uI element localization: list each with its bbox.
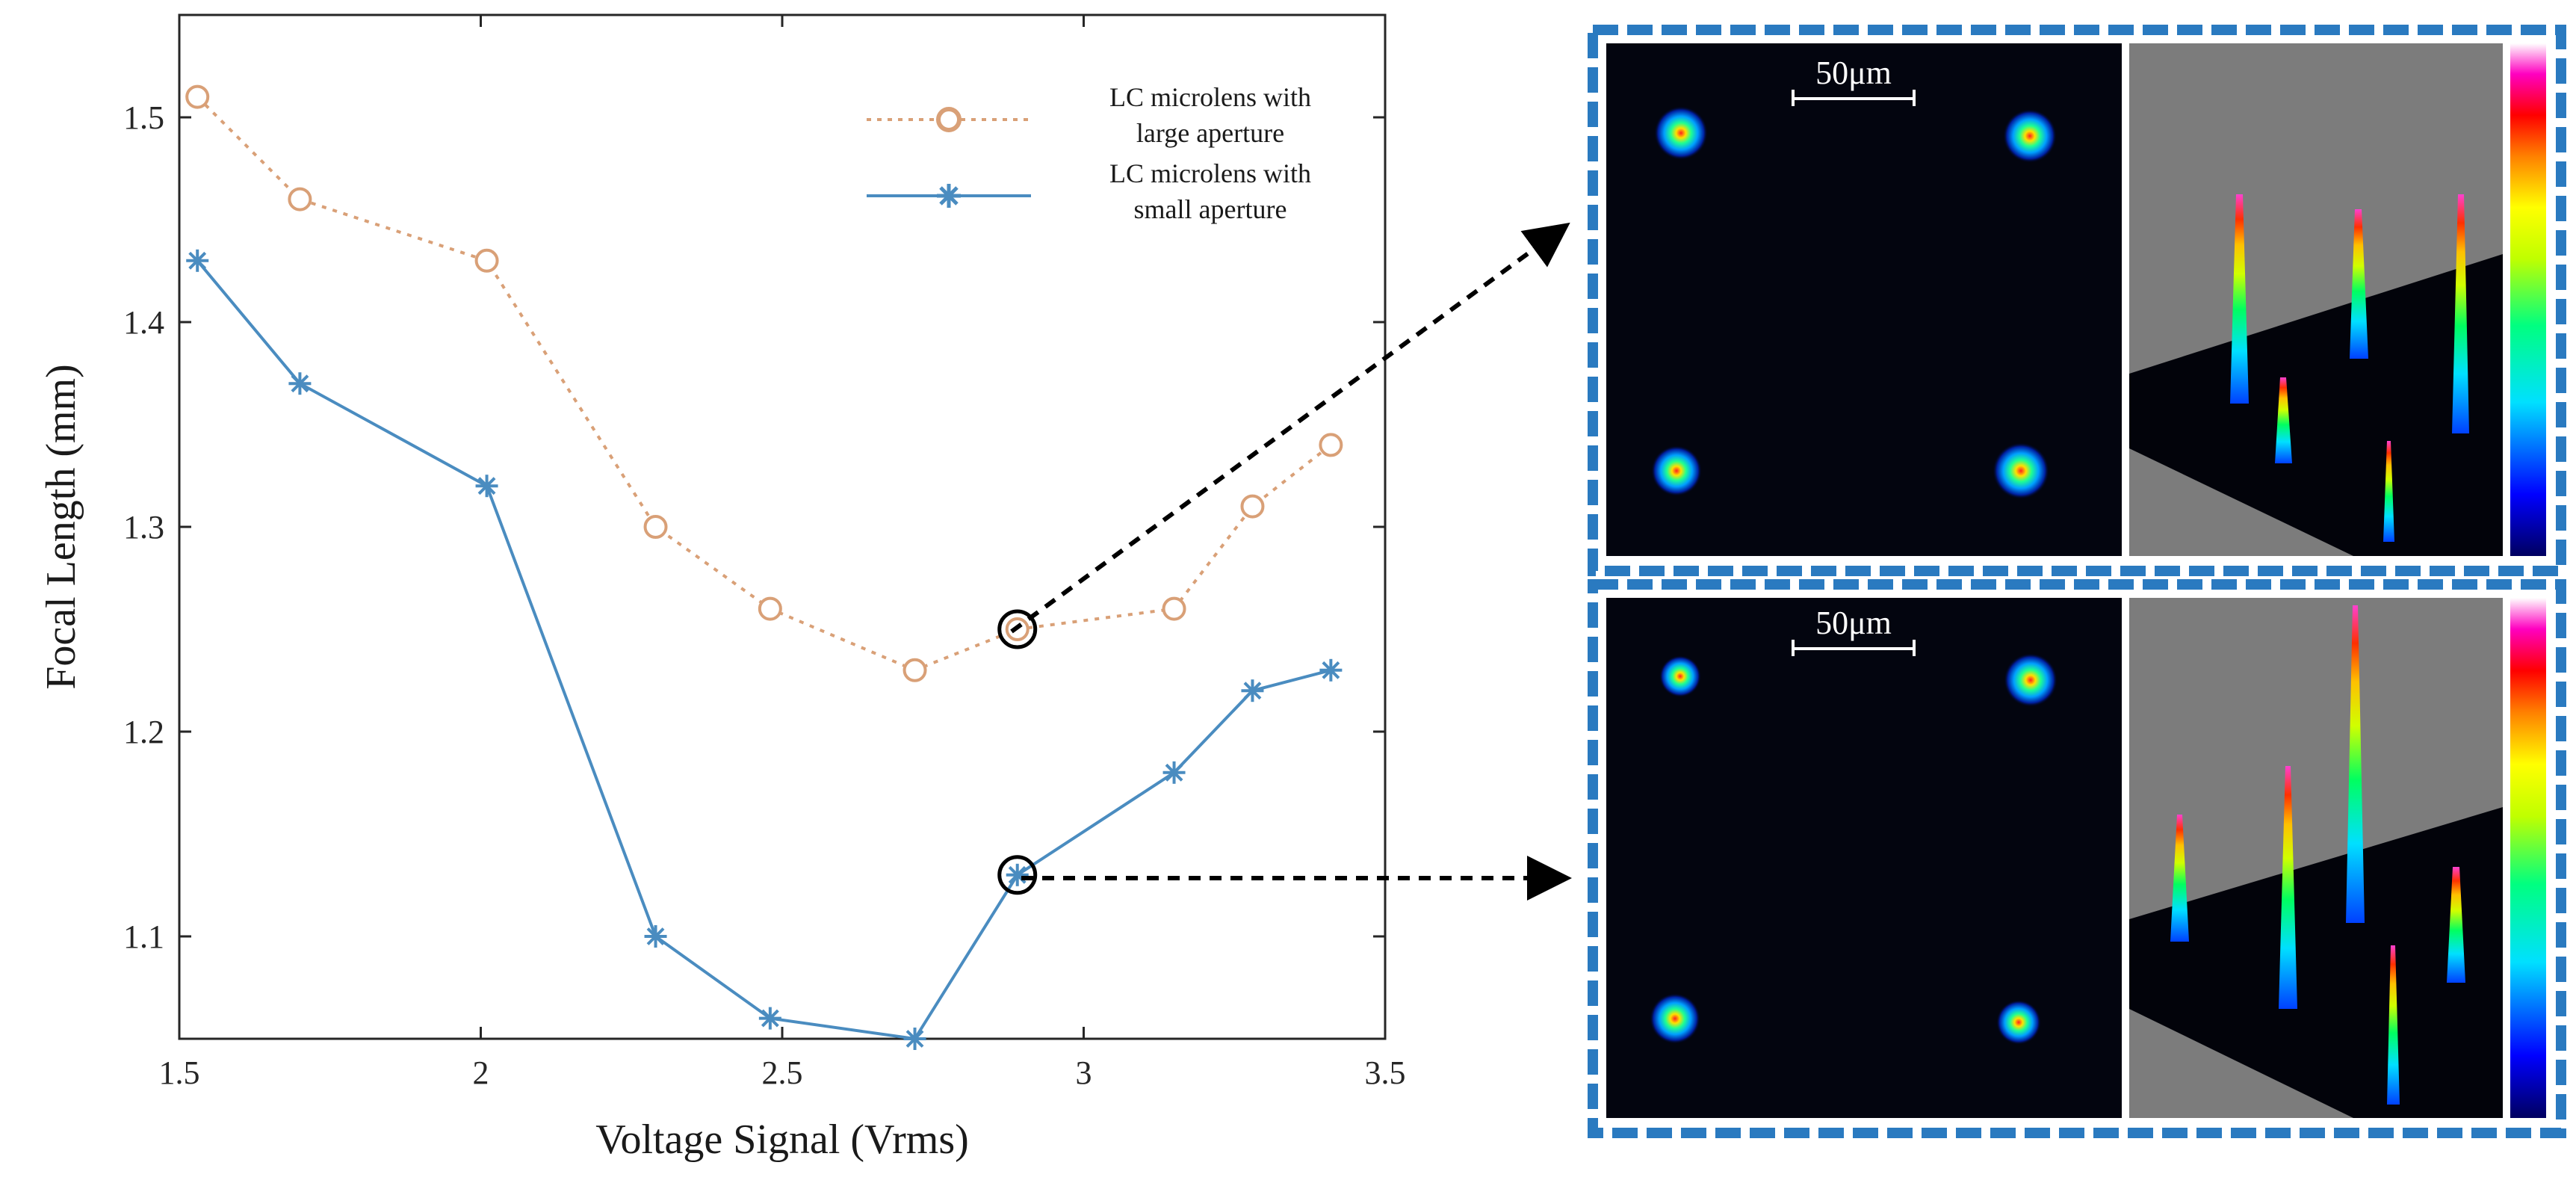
scale-bar-label-top: 50μm [1815, 55, 1892, 91]
y-tick-label: 1.1 [123, 918, 164, 955]
inset-bottom-peaks [2170, 605, 2465, 1105]
legend-marker-small [937, 184, 961, 208]
x-tick-label: 1.5 [159, 1054, 200, 1091]
inset-bottom-focal-spots [1650, 653, 2058, 1045]
scale-bar-bottom [1792, 640, 1916, 656]
x-tick-label: 2.5 [762, 1054, 803, 1091]
data-point-small-aperture [644, 925, 667, 948]
data-point-large-aperture [1162, 596, 1186, 621]
highlight-ring-top [997, 609, 1038, 649]
series-line-large-aperture [196, 96, 1332, 672]
axis-ticks [178, 15, 1387, 1039]
inset-bottom: 50μm [1588, 579, 2566, 1138]
series-layer [185, 84, 1343, 1050]
arrow-to-top-panel [1010, 222, 1570, 634]
legend-label-small-line2: small aperture [1134, 194, 1287, 224]
data-point-large-aperture [643, 515, 668, 539]
data-point-small-aperture [475, 475, 498, 498]
inset-bottom-colorbar [2510, 598, 2546, 1118]
data-point-small-aperture [288, 372, 312, 395]
legend-label-small-line1: LC microlens with [1109, 158, 1311, 188]
data-point-large-aperture [185, 84, 210, 109]
data-point-small-aperture [1241, 679, 1264, 702]
inset-bottom-3d-plane [2129, 807, 2503, 1118]
data-point-large-aperture [474, 248, 499, 273]
y-axis-label: Focal Length (mm) [38, 364, 84, 689]
data-point-large-aperture [902, 658, 927, 682]
x-tick-label: 2 [473, 1054, 489, 1091]
legend-marker-large [936, 107, 962, 132]
inset-top-focal-spots [1651, 106, 2057, 499]
data-point-small-aperture [1162, 761, 1186, 784]
scale-bar-top [1792, 90, 1916, 106]
data-point-large-aperture [758, 596, 782, 621]
data-point-large-aperture [1240, 494, 1265, 519]
y-tick-label: 1.3 [123, 509, 164, 546]
y-tick-label: 1.5 [123, 99, 164, 136]
inset-top: 50μm [1588, 25, 2566, 576]
legend-label-large-line1: LC microlens with [1109, 82, 1311, 112]
data-point-small-aperture [1319, 658, 1343, 682]
highlight-layer [997, 609, 1038, 895]
y-tick-labels: 1.1 1.2 1.3 1.4 1.5 [123, 99, 164, 955]
y-tick-label: 1.4 [123, 304, 164, 341]
x-axis-label: Voltage Signal (Vrms) [595, 1116, 969, 1163]
data-point-large-aperture [288, 187, 312, 211]
highlight-ring-bottom [997, 855, 1038, 895]
inset-top-colorbar [2510, 43, 2546, 556]
x-tick-labels: 1.5 2 2.5 3 3.5 [159, 1054, 1406, 1091]
inset-top-peaks [2230, 194, 2469, 542]
series-line-small-aperture [196, 259, 1331, 1041]
data-point-small-aperture [1006, 863, 1029, 886]
legend: LC microlens with large aperture LC micr… [867, 82, 1311, 224]
data-point-small-aperture [903, 1028, 926, 1050]
data-point-small-aperture [758, 1007, 781, 1030]
x-tick-label: 3.5 [1365, 1054, 1406, 1091]
axes-box [178, 13, 1387, 1040]
legend-label-large-line2: large aperture [1136, 118, 1284, 148]
inset-top-3d-plane [2129, 254, 2503, 556]
data-point-large-aperture [1319, 433, 1343, 457]
data-point-small-aperture [186, 249, 209, 272]
scale-bar-label-bottom: 50μm [1815, 605, 1892, 641]
x-tick-label: 3 [1076, 1054, 1092, 1091]
y-tick-label: 1.2 [123, 714, 164, 750]
